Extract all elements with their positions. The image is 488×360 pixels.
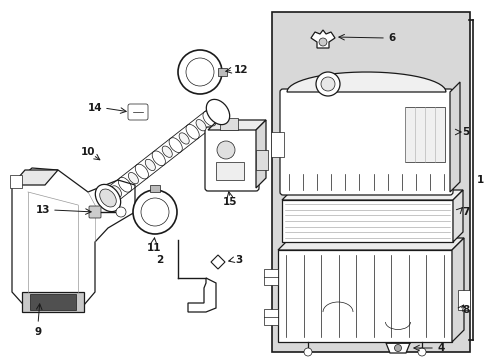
Text: 11: 11 [146,243,161,253]
Polygon shape [452,190,462,242]
Text: 13: 13 [36,205,50,215]
Ellipse shape [145,159,155,171]
FancyBboxPatch shape [204,127,259,191]
Ellipse shape [206,99,229,125]
Circle shape [304,348,311,356]
Ellipse shape [95,184,121,212]
Bar [271,12,469,352]
Bar [457,290,469,310]
FancyBboxPatch shape [89,206,101,218]
Polygon shape [278,238,463,250]
Bar [150,185,160,192]
Polygon shape [187,278,216,312]
Polygon shape [310,30,334,48]
Polygon shape [22,292,84,312]
Text: 9: 9 [34,327,41,337]
Text: 14: 14 [87,103,102,113]
Polygon shape [282,190,462,200]
Ellipse shape [162,146,172,157]
Text: 15: 15 [223,197,237,207]
Circle shape [315,72,339,96]
Text: 1: 1 [476,175,483,185]
Bar [218,68,226,76]
Ellipse shape [179,133,189,144]
FancyBboxPatch shape [280,89,452,195]
Bar [282,200,452,242]
Polygon shape [12,168,135,312]
Circle shape [116,207,126,217]
Polygon shape [385,343,409,353]
Polygon shape [256,120,265,188]
Ellipse shape [111,186,121,197]
Polygon shape [10,175,22,188]
Text: 10: 10 [81,147,95,157]
Circle shape [394,345,401,351]
Text: 7: 7 [461,207,468,217]
Polygon shape [207,120,265,130]
Polygon shape [210,255,224,269]
Bar [264,269,278,285]
Circle shape [320,77,334,91]
FancyBboxPatch shape [128,104,148,120]
Circle shape [185,58,214,86]
Polygon shape [30,294,76,310]
Bar [404,107,444,162]
Text: 6: 6 [387,33,394,43]
Polygon shape [286,72,445,92]
Bar [264,309,278,325]
Text: 12: 12 [234,65,248,75]
Text: 8: 8 [461,305,468,315]
Text: 5: 5 [461,127,468,137]
Text: 4: 4 [436,343,444,353]
Ellipse shape [212,106,223,118]
Circle shape [217,141,235,159]
Ellipse shape [128,172,138,184]
Text: 3: 3 [235,255,242,265]
Ellipse shape [100,189,116,207]
Polygon shape [12,170,58,185]
Text: 2: 2 [156,255,163,265]
Circle shape [133,190,177,234]
Circle shape [178,50,222,94]
Circle shape [141,198,169,226]
Ellipse shape [196,120,206,131]
Bar [216,162,244,180]
Bar [220,118,238,130]
Polygon shape [449,82,459,192]
Bar [278,250,451,342]
Bar [256,150,267,170]
Bar [270,132,284,157]
Polygon shape [451,238,463,342]
Circle shape [318,38,326,46]
Circle shape [417,348,425,356]
